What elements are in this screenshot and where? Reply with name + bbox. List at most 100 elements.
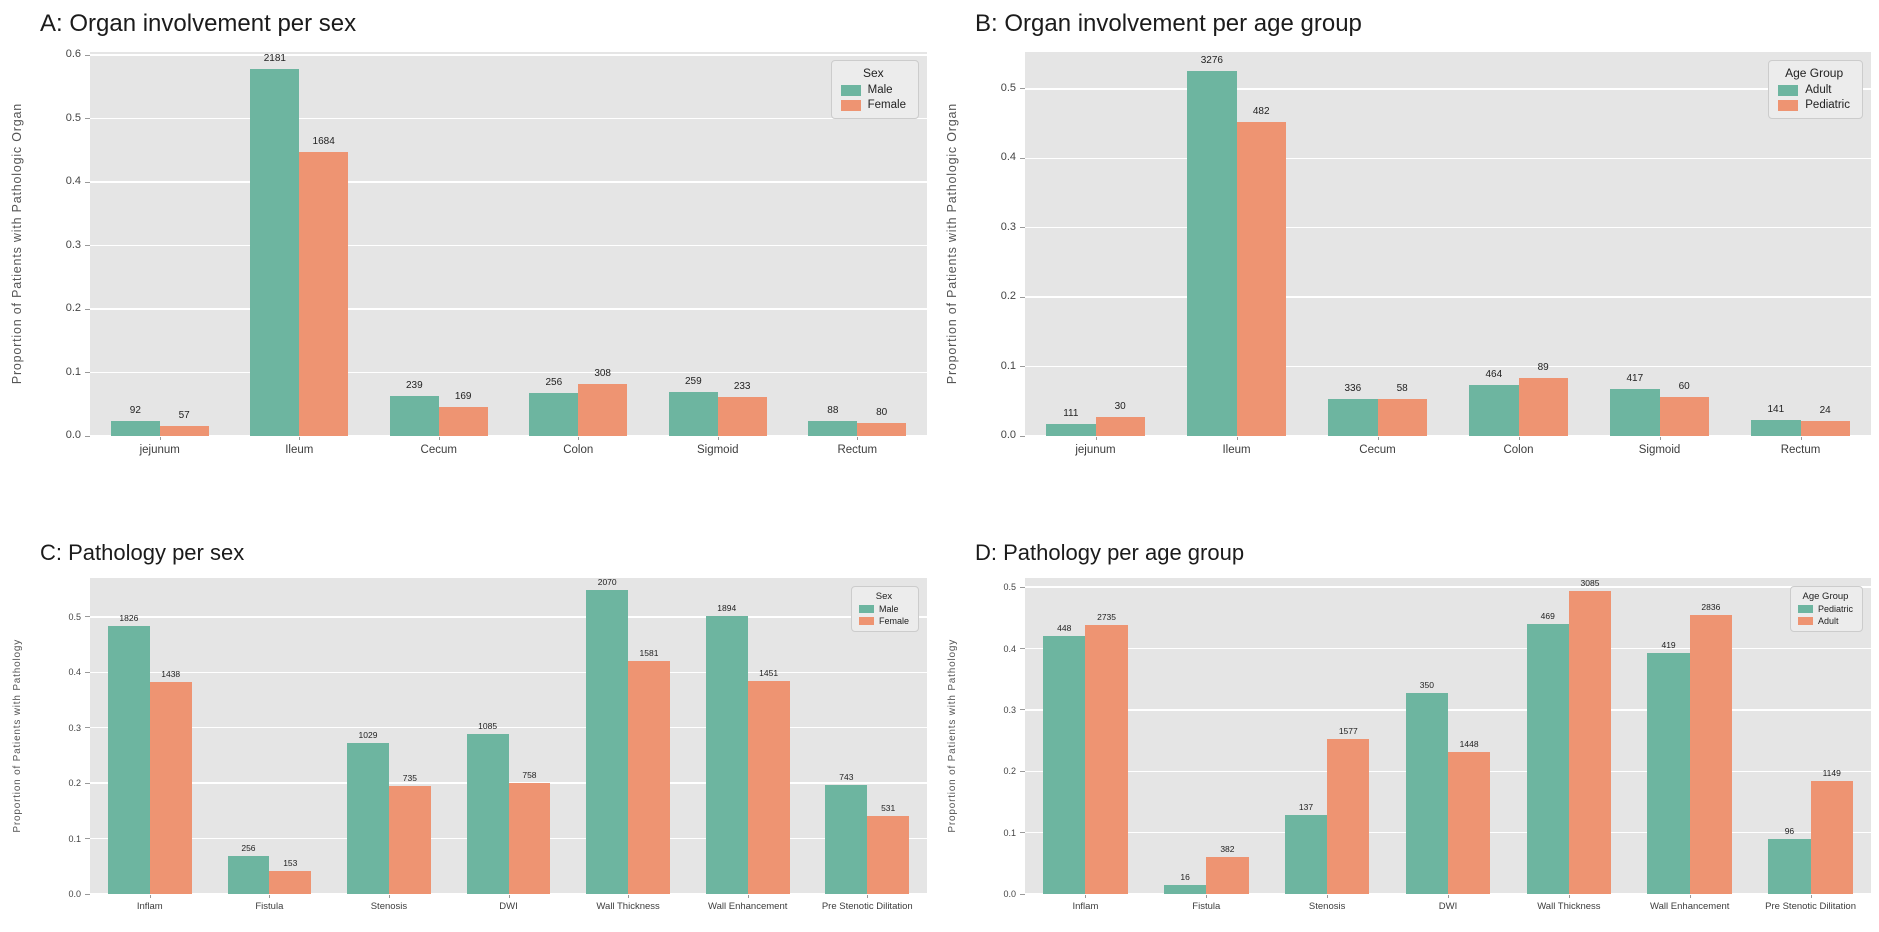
bar-value-label: 464 bbox=[1485, 368, 1503, 380]
bar-group: 350 1448 bbox=[1388, 578, 1509, 894]
y-tick-label: 0.4 bbox=[1003, 643, 1016, 654]
legend-swatch bbox=[840, 84, 861, 96]
bar-value-label: 30 bbox=[1114, 400, 1126, 412]
y-tick-mark bbox=[1020, 586, 1025, 588]
legend-entry: Male bbox=[840, 84, 906, 96]
y-tick-mark bbox=[85, 782, 90, 784]
y-tick-mark bbox=[1020, 832, 1025, 834]
y-tick-mark bbox=[85, 727, 90, 729]
y-tick-mark bbox=[1020, 227, 1025, 229]
bar: 256 bbox=[529, 377, 579, 436]
bar: 448 bbox=[1043, 624, 1086, 894]
legend-entry: Adult bbox=[1797, 616, 1853, 626]
bar-group: 137 1577 bbox=[1267, 578, 1388, 894]
bar-value-label: 2735 bbox=[1097, 612, 1117, 623]
bar-value-label: 1149 bbox=[1822, 768, 1841, 779]
gridline bbox=[90, 893, 927, 895]
x-tick-label: Rectum bbox=[788, 436, 928, 456]
x-tick-label: Cecum bbox=[1307, 436, 1448, 456]
y-tick-mark bbox=[1020, 770, 1025, 772]
bars-layer: 448 2735 16 382 137 1577 350 1448 469 3085 419 2836… bbox=[1025, 578, 1871, 894]
bar: 137 bbox=[1284, 803, 1328, 894]
plot-wrap: Proportion of Patients with Pathology 0.… bbox=[947, 578, 1871, 912]
bar-value-label: 58 bbox=[1396, 382, 1408, 394]
bars-layer: 111 30 3276 482 336 58 464 89 417 60 141 24 bbox=[1025, 52, 1871, 436]
bar-value-label: 239 bbox=[406, 380, 423, 392]
y-tick-mark bbox=[1020, 296, 1025, 298]
y-tick-mark bbox=[85, 671, 90, 673]
bar-value-label: 80 bbox=[876, 406, 888, 418]
bars-layer: 92 57 2181 1684 239 169 256 308 259 233 88 80 bbox=[90, 52, 927, 436]
plot-wrap: Proportion of Patients with Pathology 0.… bbox=[12, 578, 927, 912]
bar-value-label: 92 bbox=[129, 404, 141, 416]
legend-entry: Male bbox=[858, 604, 909, 614]
plot-area: Proportion of Patients with Pathologic O… bbox=[945, 52, 1871, 441]
bar: 1438 bbox=[149, 670, 192, 894]
x-tick-label: DWI bbox=[449, 894, 569, 912]
y-tick-label: 0.0 bbox=[1003, 889, 1016, 899]
x-tick-label: Sigmoid bbox=[648, 436, 788, 456]
legend-entry-label: Pediatric bbox=[1805, 99, 1850, 111]
y-tick-label: 0.0 bbox=[68, 889, 81, 899]
y-axis-label: Proportion of Patients with Pathology bbox=[11, 639, 23, 833]
gridline bbox=[1025, 893, 1871, 895]
y-tick-label: 0.2 bbox=[1000, 290, 1016, 303]
bar: 1085 bbox=[466, 722, 509, 894]
y-tick-label: 0.1 bbox=[1003, 827, 1016, 838]
bar: 16 bbox=[1163, 873, 1207, 894]
x-tick-label: Stenosis bbox=[1267, 894, 1388, 912]
bar: 735 bbox=[388, 774, 431, 894]
legend: Age Group Pediatric Adult bbox=[1789, 586, 1863, 632]
legend: Sex Male Female bbox=[850, 586, 919, 632]
bar: 469 bbox=[1526, 612, 1569, 894]
legend-entry-label: Female bbox=[878, 616, 909, 626]
gridline bbox=[90, 616, 927, 618]
y-axis-label: Proportion of Patients with Pathology bbox=[946, 639, 958, 833]
y-axis-label-column: Proportion of Patients with Pathologic O… bbox=[943, 52, 961, 436]
bar-value-label: 3085 bbox=[1580, 577, 1600, 588]
gridline bbox=[1025, 296, 1871, 298]
legend: Age Group Adult Pediatric bbox=[1768, 60, 1863, 119]
x-tick-label: Wall Enhancement bbox=[1629, 894, 1750, 912]
bar: 464 bbox=[1469, 369, 1519, 436]
plot-wrap: Proportion of Patients with Pathologic O… bbox=[945, 52, 1871, 456]
bars-layer: 1826 1438 256 153 1029 735 1085 758 2070 1581 1894… bbox=[90, 578, 927, 894]
bar-value-label: 256 bbox=[545, 376, 563, 388]
bar: 350 bbox=[1405, 681, 1448, 894]
bar: 1448 bbox=[1448, 740, 1491, 894]
bar: 256 bbox=[227, 844, 270, 894]
bar-value-label: 24 bbox=[1819, 404, 1831, 416]
bar-value-label: 169 bbox=[454, 391, 472, 403]
y-tick-label: 0.1 bbox=[68, 833, 81, 844]
legend-entry-label: Male bbox=[867, 84, 893, 96]
plot-area: Proportion of Patients with Pathology 0.… bbox=[12, 578, 927, 899]
bar-value-label: 531 bbox=[881, 802, 896, 813]
y-tick-mark bbox=[1020, 709, 1025, 711]
bar-group: 448 2735 bbox=[1025, 578, 1146, 894]
bar-group: 336 58 bbox=[1307, 52, 1448, 436]
x-tick-label: Pre Stenotic Dilitation bbox=[807, 894, 927, 912]
bar-group: 417 60 bbox=[1589, 52, 1730, 436]
gridline bbox=[90, 308, 927, 310]
legend-entry-label: Pediatric bbox=[1817, 604, 1853, 614]
bar-group: 464 89 bbox=[1448, 52, 1589, 436]
gridline bbox=[1025, 435, 1871, 437]
legend-title: Age Group bbox=[1802, 591, 1849, 602]
bar-value-label: 1826 bbox=[119, 612, 139, 623]
y-tick-label: 0.4 bbox=[65, 175, 81, 188]
bar-value-label: 2181 bbox=[263, 53, 286, 65]
plot-wrap: Proportion of Patients with Pathologic O… bbox=[10, 49, 928, 456]
y-tick-label: 0.2 bbox=[1003, 766, 1016, 777]
bar: 1029 bbox=[347, 731, 389, 894]
x-tick-label: jejunum bbox=[1025, 436, 1166, 456]
bar-value-label: 1451 bbox=[759, 667, 779, 678]
bar-value-label: 89 bbox=[1537, 361, 1549, 373]
y-tick-mark bbox=[85, 308, 90, 310]
x-tick-label: jejunum bbox=[90, 436, 230, 456]
gridline bbox=[90, 371, 927, 374]
bar-value-label: 469 bbox=[1540, 611, 1555, 622]
bar-value-label: 153 bbox=[283, 858, 298, 869]
y-tick-mark bbox=[85, 372, 90, 374]
y-axis-label-column: Proportion of Patients with Pathology bbox=[943, 578, 961, 894]
bar-value-label: 1581 bbox=[639, 648, 659, 659]
